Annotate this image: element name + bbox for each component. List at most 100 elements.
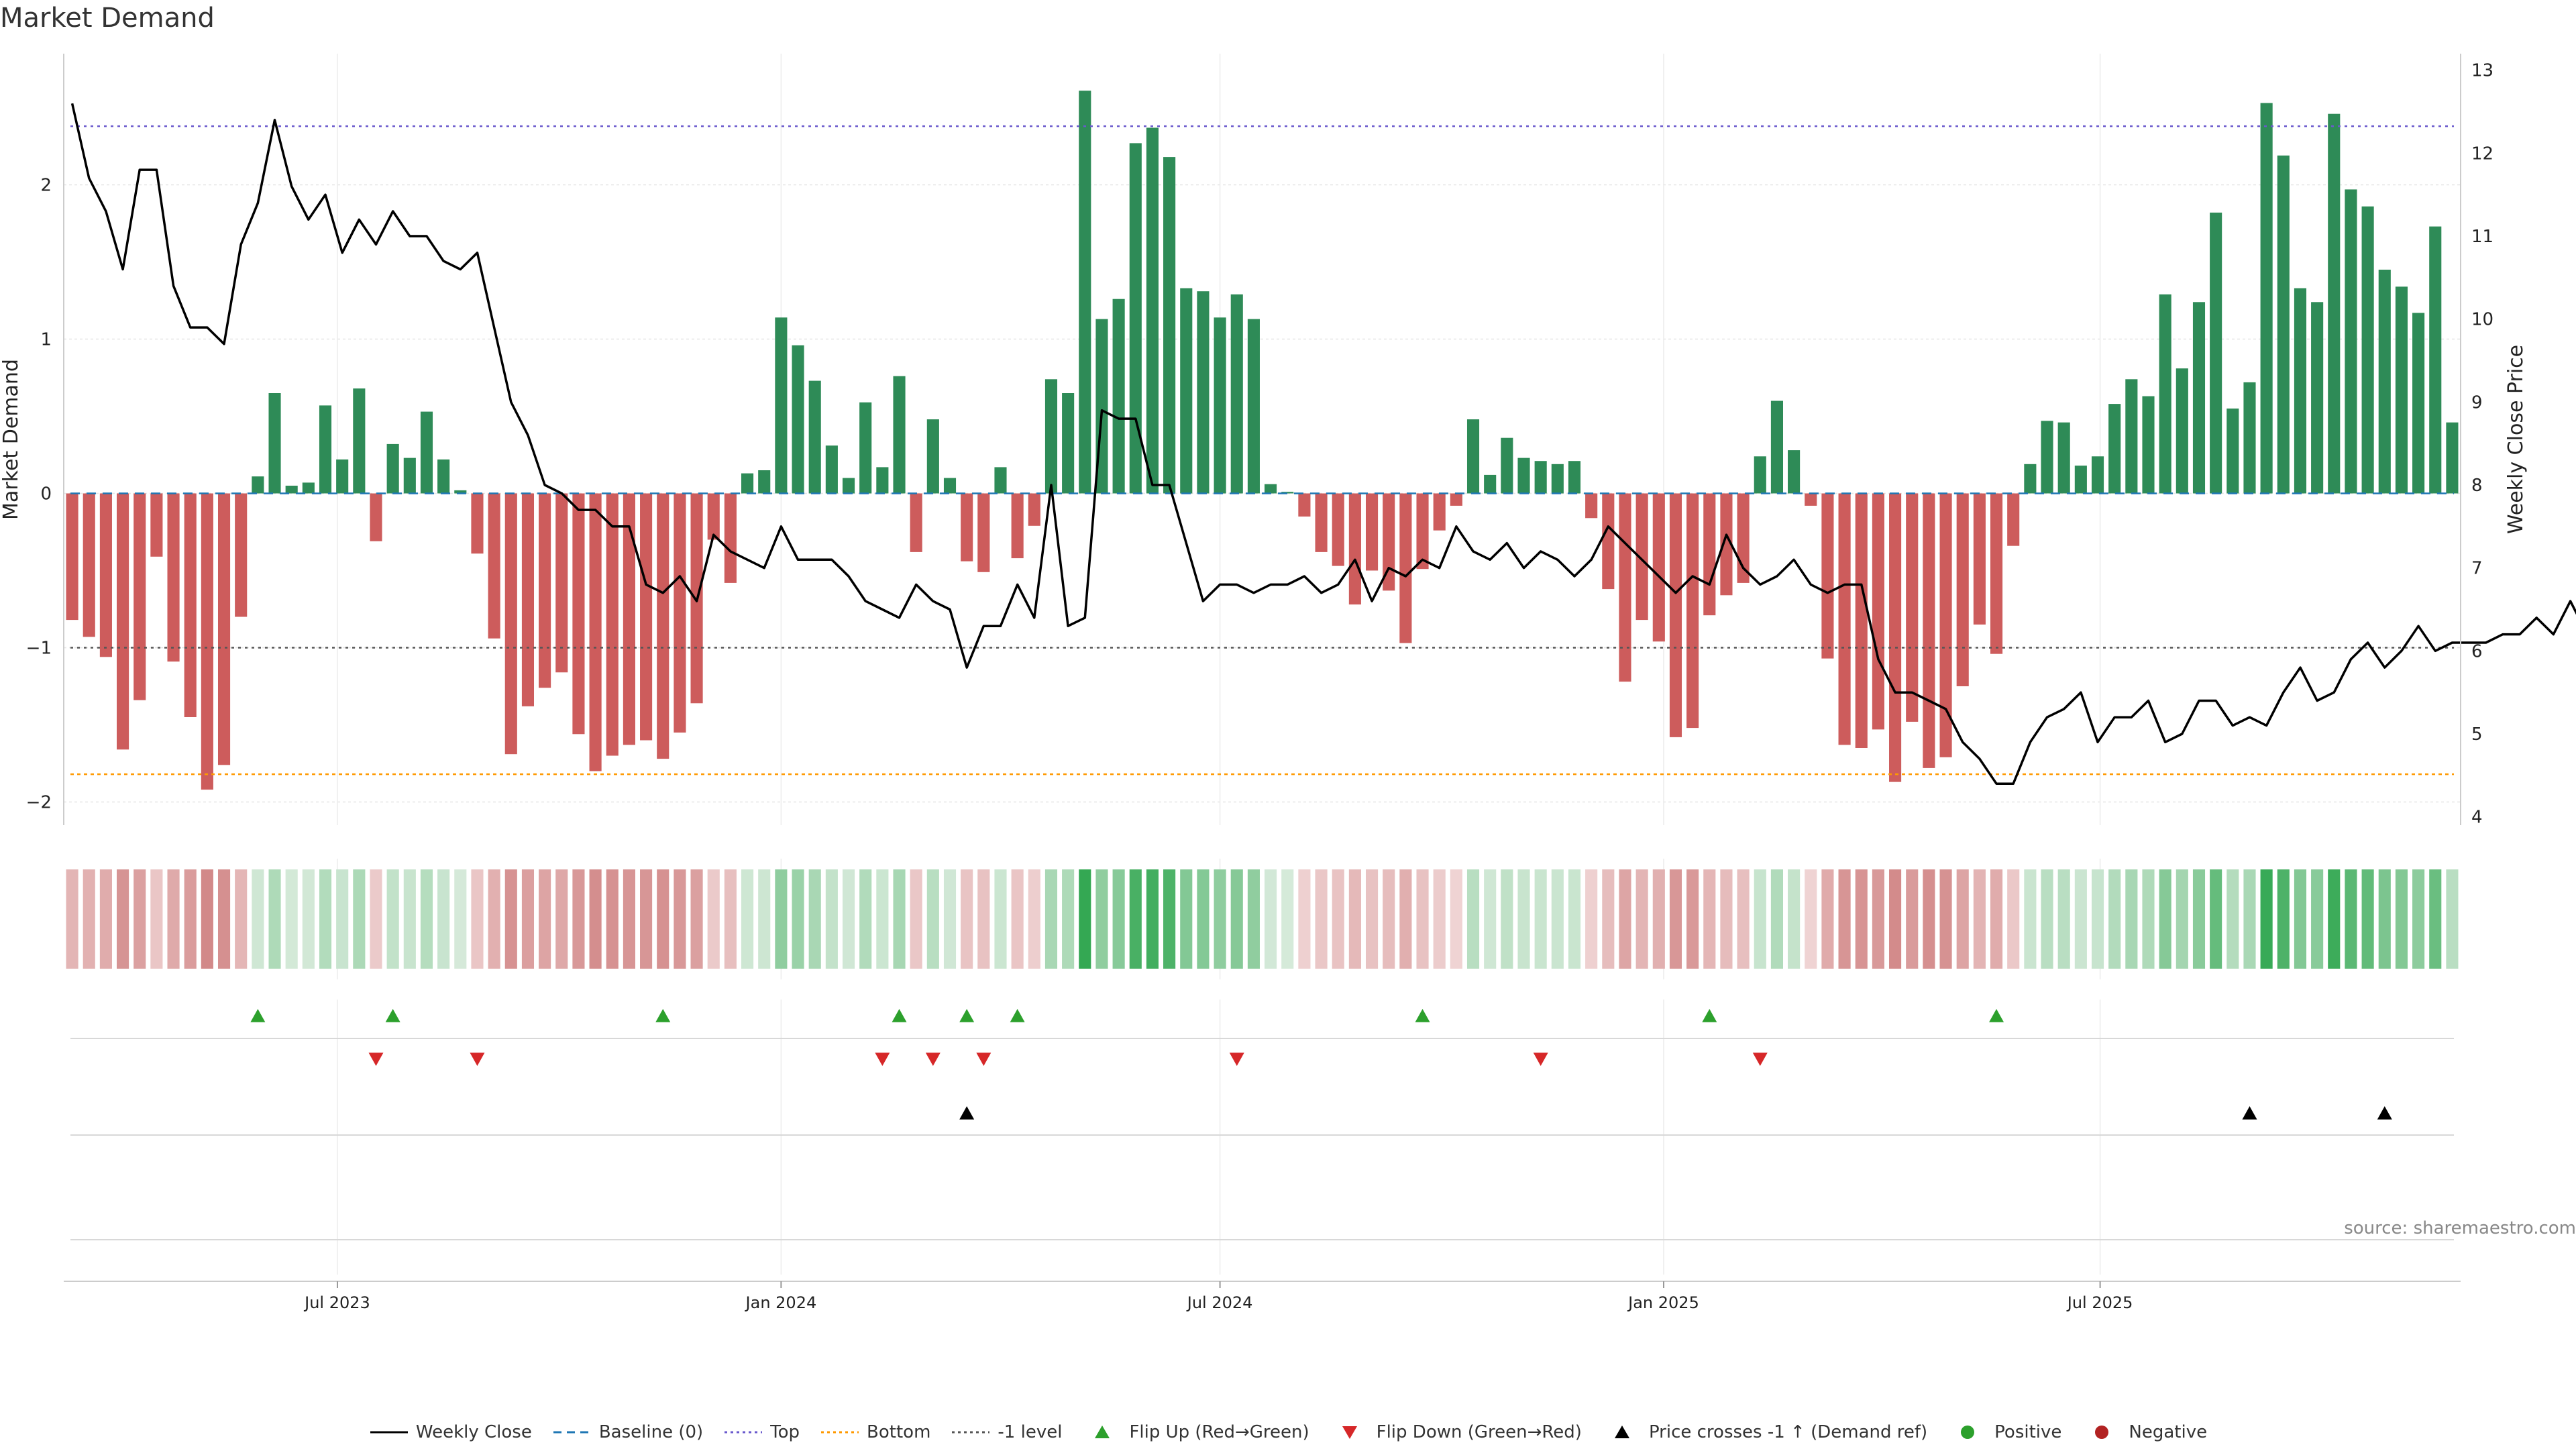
demand-bar [1332, 493, 1344, 566]
heat-cell [437, 869, 450, 969]
demand-bar [99, 493, 112, 657]
y-tick-label: 0 [40, 484, 52, 504]
demand-bar [1399, 493, 1412, 643]
flip-up-marker [655, 1009, 671, 1022]
price-cross-marker [2242, 1106, 2257, 1120]
heat-cell [1737, 869, 1750, 969]
demand-bar [555, 493, 568, 673]
heat-cell [893, 869, 906, 969]
heat-cell [1112, 869, 1125, 969]
demand-bar [1939, 493, 1952, 757]
flip-up-marker [1989, 1009, 2004, 1022]
demand-bar [657, 493, 669, 759]
heat-cell [1044, 869, 1058, 969]
heat-cell [741, 869, 754, 969]
demand-bar [2142, 396, 2155, 494]
demand-bar [1956, 493, 1969, 686]
demand-bar [184, 493, 197, 717]
heat-cell [184, 869, 197, 969]
heat-cell [1517, 869, 1530, 969]
demand-bar [1062, 393, 1075, 494]
heat-cell [1585, 869, 1598, 969]
heat-cell [235, 869, 248, 969]
demand-bar [2210, 212, 2222, 494]
demand-bar [1872, 493, 1884, 730]
heat-cell [268, 869, 281, 969]
demand-bar [235, 493, 248, 617]
solid-line-icon [370, 1431, 408, 1434]
y2-tick-label: 13 [2471, 61, 2493, 81]
demand-bar [420, 411, 433, 494]
heat-cell [2159, 869, 2171, 969]
demand-bar [1652, 493, 1665, 642]
demand-bar [133, 493, 146, 700]
demand-bar [707, 493, 720, 540]
demand-bar [2378, 270, 2391, 494]
demand-bar [1450, 493, 1462, 506]
x-tick-label: Jul 2024 [1186, 1293, 1253, 1312]
heat-cell [758, 869, 771, 969]
demand-bar [1855, 493, 1868, 748]
heat-cell [640, 869, 653, 969]
demand-bar [2260, 103, 2273, 494]
demand-bar [876, 467, 889, 494]
dotted-line-icon [952, 1431, 990, 1434]
demand-bar [1906, 493, 1919, 722]
flip-down-marker [1229, 1053, 1244, 1066]
heat-cell [1923, 869, 1935, 969]
demand-bar [437, 459, 450, 494]
demand-bar [1044, 379, 1058, 494]
heat-cell [521, 869, 535, 969]
circle-icon [2095, 1426, 2109, 1439]
y2-tick-label: 7 [2471, 559, 2483, 579]
heat-cell [1315, 869, 1328, 969]
heat-cell [1720, 869, 1733, 969]
demand-bar [1281, 492, 1294, 494]
demand-bar [2057, 422, 2070, 494]
heat-cell [775, 869, 788, 969]
legend-label: Top [770, 1422, 800, 1442]
demand-bar [1383, 493, 1395, 591]
y2-tick-label: 6 [2471, 641, 2483, 661]
heat-cell [2091, 869, 2104, 969]
demand-bar [2159, 294, 2171, 494]
weekly-close-line [70, 103, 2576, 785]
demand-bar [2328, 113, 2341, 494]
demand-bar [386, 443, 399, 494]
heat-cell [707, 869, 720, 969]
legend-item: Weekly Close [369, 1422, 532, 1442]
legend-item: Baseline (0) [552, 1422, 703, 1442]
demand-bar [1011, 493, 1024, 559]
demand-bar [1669, 493, 1682, 737]
heat-cell [1939, 869, 1952, 969]
demand-bar [454, 490, 467, 494]
y2-tick-label: 5 [2471, 724, 2483, 745]
heat-cell [66, 869, 78, 969]
demand-bar [268, 393, 281, 494]
heat-cell [2192, 869, 2206, 969]
demand-bar [1180, 288, 1193, 494]
heat-cell [2057, 869, 2070, 969]
heat-cell [2074, 869, 2087, 969]
heat-cell [1180, 869, 1193, 969]
demand-bar [1720, 493, 1733, 596]
heat-cell [1534, 869, 1547, 969]
demand-bar [994, 467, 1007, 494]
heat-cell [2361, 869, 2374, 969]
heat-cell [2429, 869, 2442, 969]
heat-cell [1028, 869, 1040, 969]
demand-bar [1230, 294, 1243, 494]
demand-bar [910, 493, 922, 552]
heat-cell [1298, 869, 1311, 969]
demand-bar [1416, 493, 1429, 570]
legend-label: Baseline (0) [598, 1422, 704, 1442]
demand-heat-strip [66, 869, 2459, 969]
demand-bar [252, 476, 264, 494]
heat-cell [370, 869, 382, 969]
demand-bar [1348, 493, 1361, 605]
demand-bar [1146, 127, 1159, 494]
demand-bar [167, 493, 180, 662]
heat-cell [1011, 869, 1024, 969]
heat-cell [859, 869, 872, 969]
flip-up-marker [1415, 1009, 1430, 1022]
